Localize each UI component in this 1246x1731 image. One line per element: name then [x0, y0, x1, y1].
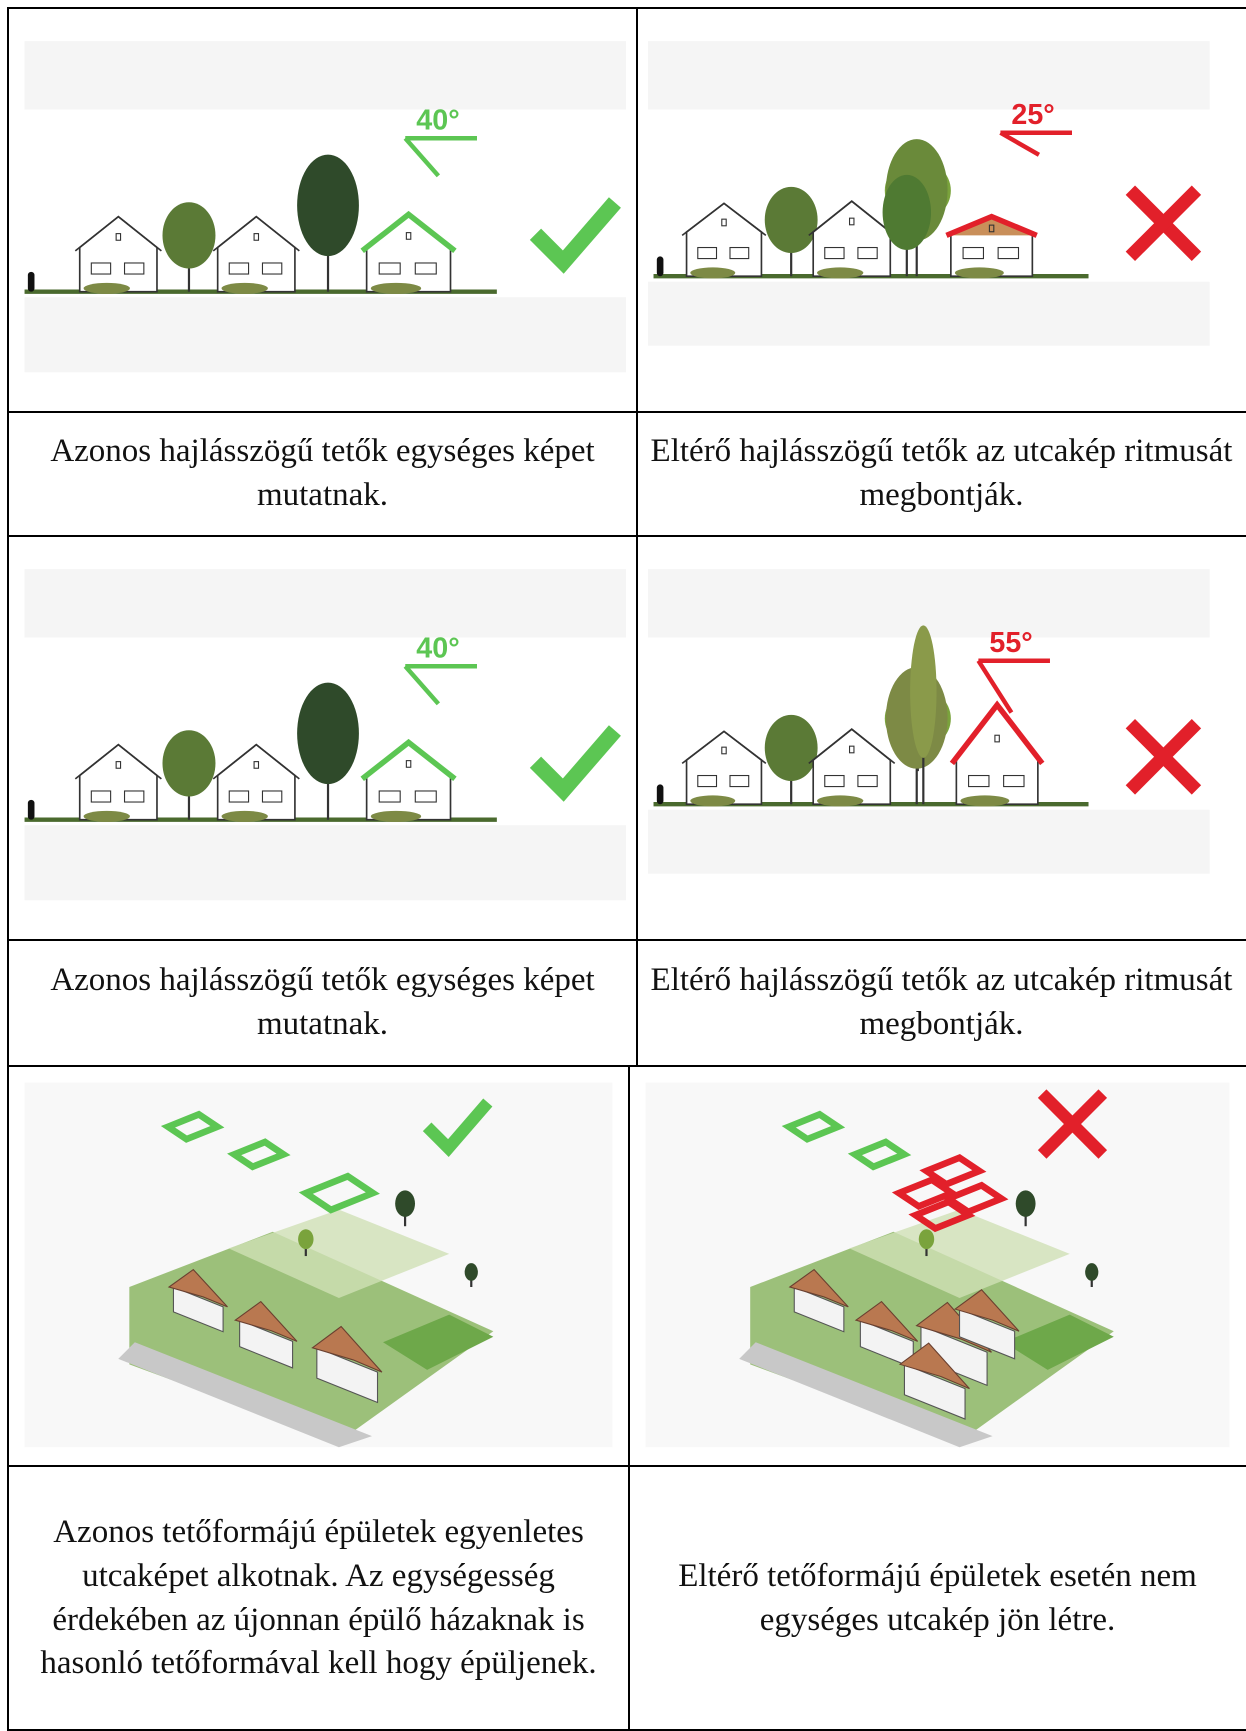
bollard [28, 800, 35, 820]
tree-crown [919, 1229, 934, 1249]
bush [690, 795, 735, 806]
caption: Azonos tetőformájú épületek egyenletes u… [8, 1466, 629, 1731]
house-wall [218, 217, 295, 292]
house [809, 201, 895, 278]
background-band [25, 297, 626, 372]
house [682, 731, 766, 806]
bush [817, 267, 863, 278]
bush [84, 811, 130, 822]
house-wall [956, 705, 1037, 804]
angle-label: 55° [989, 627, 1032, 659]
tree-crown [298, 1229, 313, 1249]
isometric-illustration [8, 1066, 629, 1466]
angle-line [405, 138, 438, 176]
bush [84, 283, 130, 294]
check-mark [535, 202, 614, 262]
tree-crown [1016, 1190, 1036, 1217]
house [682, 203, 766, 278]
isometric-illustration [629, 1066, 1246, 1466]
border [7, 7, 1246, 9]
angle-line [405, 666, 438, 704]
border [7, 411, 1246, 413]
bush [222, 283, 268, 294]
bush [222, 811, 268, 822]
image-cell: 40° [8, 8, 637, 412]
bush [690, 267, 735, 278]
border [7, 7, 9, 1731]
roof [946, 217, 1036, 236]
house [75, 217, 161, 294]
tree-crown [395, 1190, 415, 1217]
caption: Eltérő hajlásszögű tetők az utcakép ritm… [637, 412, 1246, 536]
bush [817, 795, 863, 806]
tree-crown [162, 202, 215, 268]
angle-label: 40° [416, 632, 459, 664]
bush [371, 283, 421, 294]
house-wall [80, 217, 157, 292]
background-band [648, 810, 1210, 874]
tree-crown [883, 175, 931, 250]
house [946, 217, 1036, 279]
house [75, 745, 161, 822]
image-cell [8, 1066, 629, 1466]
house-wall [813, 201, 890, 276]
background-band [648, 569, 1210, 637]
house [362, 214, 455, 293]
house [213, 745, 299, 822]
caption: Azonos hajlásszögű tetők egységes képet … [8, 940, 637, 1066]
image-cell: 25° [637, 8, 1246, 412]
border [628, 1065, 630, 1731]
check-mark [535, 730, 614, 790]
caption: Eltérő hajlásszögű tetők az utcakép ritm… [637, 940, 1246, 1066]
bush [960, 795, 1009, 806]
house [213, 217, 299, 294]
tree-crown [1085, 1263, 1098, 1281]
angle-label: 40° [416, 104, 459, 136]
tree-crown [465, 1263, 478, 1281]
tree-crown [162, 730, 215, 796]
street-illustration: 40° [8, 536, 637, 940]
house [809, 729, 895, 806]
background-band [648, 41, 1210, 109]
bollard [657, 784, 664, 804]
bush [371, 811, 421, 822]
bush [955, 267, 1004, 278]
tree-crown [297, 155, 359, 257]
image-cell: 40° [8, 536, 637, 940]
tree-crown [910, 625, 936, 757]
house [362, 742, 455, 821]
background-band [25, 825, 626, 900]
image-cell [629, 1066, 1246, 1466]
page: 40° 25° Azonos hajlásszögű tetők egysége… [0, 0, 1246, 1731]
house-wall [218, 745, 295, 820]
image-cell: 55° [637, 536, 1246, 940]
house-wall [687, 731, 762, 804]
house-wall [687, 203, 762, 276]
tree-crown [765, 715, 818, 781]
angle-label: 25° [1011, 99, 1054, 131]
tree-crown [765, 187, 818, 253]
border [7, 535, 1246, 537]
tree-crown [297, 683, 359, 785]
bollard [28, 272, 35, 292]
background-band [25, 569, 626, 637]
border [7, 1465, 1246, 1467]
border [636, 7, 638, 1067]
house-wall [813, 729, 890, 804]
border [7, 939, 1246, 941]
bollard [657, 256, 664, 276]
house-wall [367, 214, 451, 291]
background-band [25, 41, 626, 109]
caption: Eltérő tetőformájú épületek esetén nem e… [629, 1466, 1246, 1731]
caption: Azonos hajlásszögű tetők egységes képet … [8, 412, 637, 536]
street-illustration: 40° [8, 8, 637, 412]
street-illustration: 25° [637, 8, 1246, 412]
house [952, 705, 1042, 807]
background-band [648, 282, 1210, 346]
street-illustration: 55° [637, 536, 1246, 940]
border [7, 1065, 1246, 1067]
house-wall [367, 742, 451, 819]
angle-line [1000, 133, 1039, 155]
house-wall [80, 745, 157, 820]
